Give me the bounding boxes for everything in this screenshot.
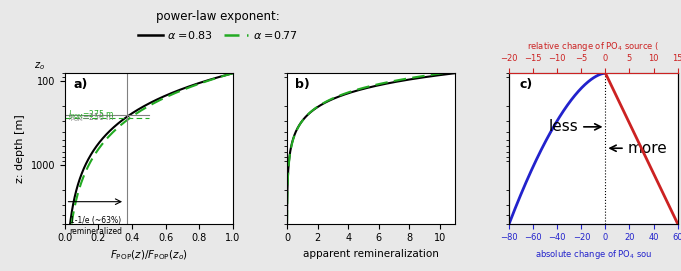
- Text: $l_{\mathrm{POM}}$=275 m: $l_{\mathrm{POM}}$=275 m: [68, 108, 114, 121]
- X-axis label: apparent remineralization: apparent remineralization: [303, 249, 439, 259]
- Text: $z_o$: $z_o$: [34, 60, 45, 72]
- X-axis label: absolute change of PO$_4$ sou: absolute change of PO$_4$ sou: [535, 248, 652, 261]
- Text: 1-1/e (~63%)
remineralized: 1-1/e (~63%) remineralized: [69, 217, 122, 236]
- Y-axis label: z: depth [m]: z: depth [m]: [15, 114, 25, 183]
- Text: less: less: [548, 119, 601, 134]
- X-axis label: $F_{\mathrm{POP}}(z)/F_{\mathrm{POP}}(z_o)$: $F_{\mathrm{POP}}(z)/F_{\mathrm{POP}}(z_…: [110, 249, 188, 262]
- Text: a): a): [73, 78, 87, 91]
- X-axis label: relative change of PO$_4$ source (: relative change of PO$_4$ source (: [527, 40, 660, 53]
- Text: more: more: [610, 141, 667, 156]
- Text: $l_{\mathrm{POM}}$=250 m: $l_{\mathrm{POM}}$=250 m: [68, 112, 114, 124]
- Text: b): b): [296, 78, 310, 91]
- Text: c): c): [520, 78, 533, 91]
- Legend: $\alpha$ =0.83, $\alpha$ =0.77: $\alpha$ =0.83, $\alpha$ =0.77: [133, 6, 302, 45]
